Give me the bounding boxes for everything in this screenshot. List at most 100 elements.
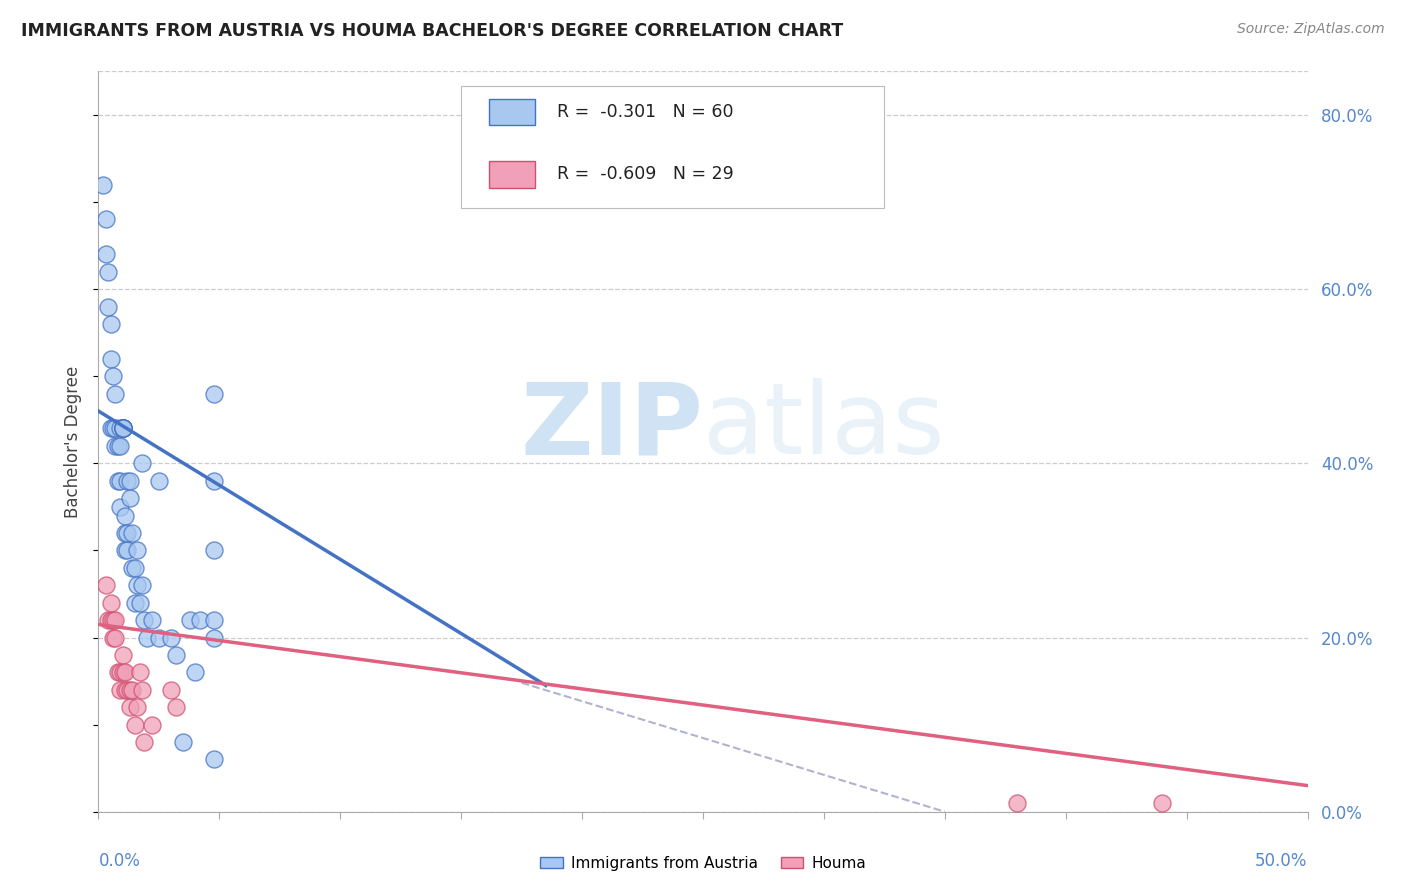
Point — [108, 439, 131, 453]
Point — [100, 613, 122, 627]
Point — [104, 439, 127, 453]
Point — [135, 631, 157, 645]
Point — [94, 578, 117, 592]
Point — [118, 491, 141, 505]
FancyBboxPatch shape — [489, 99, 534, 126]
Point — [204, 631, 226, 645]
Point — [131, 682, 153, 697]
Y-axis label: Bachelor's Degree: Bachelor's Degree — [65, 366, 83, 517]
Point — [127, 700, 149, 714]
Point — [114, 665, 136, 680]
Point — [114, 508, 136, 523]
Point — [160, 682, 183, 697]
Point — [108, 421, 131, 435]
Text: R =  -0.301   N = 60: R = -0.301 N = 60 — [557, 103, 733, 121]
Point — [111, 421, 134, 435]
Point — [124, 717, 146, 731]
Point — [94, 247, 117, 261]
Text: ZIP: ZIP — [520, 378, 703, 475]
Point — [100, 317, 122, 331]
Point — [117, 543, 139, 558]
Point — [104, 386, 127, 401]
Point — [165, 700, 187, 714]
Point — [204, 613, 226, 627]
Point — [91, 178, 114, 192]
Text: R =  -0.609   N = 29: R = -0.609 N = 29 — [557, 165, 734, 183]
FancyBboxPatch shape — [461, 87, 884, 209]
Point — [124, 596, 146, 610]
Point — [1152, 796, 1174, 810]
Point — [100, 421, 122, 435]
Point — [184, 665, 207, 680]
Text: 50.0%: 50.0% — [1256, 853, 1308, 871]
Point — [107, 665, 129, 680]
Point — [141, 717, 163, 731]
Point — [108, 474, 131, 488]
Point — [1007, 796, 1029, 810]
Point — [104, 421, 127, 435]
Point — [160, 631, 183, 645]
FancyBboxPatch shape — [489, 161, 534, 187]
Point — [100, 351, 122, 366]
Legend: Immigrants from Austria, Houma: Immigrants from Austria, Houma — [534, 850, 872, 877]
Point — [114, 526, 136, 541]
Point — [97, 613, 120, 627]
Point — [111, 665, 134, 680]
Point — [117, 682, 139, 697]
Point — [97, 300, 120, 314]
Point — [100, 596, 122, 610]
Point — [117, 526, 139, 541]
Point — [111, 421, 134, 435]
Point — [101, 369, 124, 384]
Point — [127, 578, 149, 592]
Point — [165, 648, 187, 662]
Point — [114, 543, 136, 558]
Point — [134, 735, 156, 749]
Point — [107, 474, 129, 488]
Point — [108, 682, 131, 697]
Point — [118, 682, 141, 697]
Point — [134, 613, 156, 627]
Point — [97, 265, 120, 279]
Point — [104, 613, 127, 627]
Point — [108, 500, 131, 514]
Point — [111, 421, 134, 435]
Point — [172, 735, 194, 749]
Point — [107, 439, 129, 453]
Point — [188, 613, 211, 627]
Point — [94, 212, 117, 227]
Point — [131, 456, 153, 470]
Point — [131, 578, 153, 592]
Point — [111, 648, 134, 662]
Point — [204, 474, 226, 488]
Point — [111, 421, 134, 435]
Point — [204, 543, 226, 558]
Point — [121, 526, 143, 541]
Point — [127, 543, 149, 558]
Point — [128, 596, 150, 610]
Point — [111, 421, 134, 435]
Point — [179, 613, 201, 627]
Point — [118, 474, 141, 488]
Point — [101, 421, 124, 435]
Point — [117, 474, 139, 488]
Point — [104, 631, 127, 645]
Point — [148, 631, 170, 645]
Point — [111, 421, 134, 435]
Point — [118, 700, 141, 714]
Point — [114, 682, 136, 697]
Text: 0.0%: 0.0% — [98, 853, 141, 871]
Point — [111, 421, 134, 435]
Point — [101, 613, 124, 627]
Point — [108, 665, 131, 680]
Text: atlas: atlas — [703, 378, 945, 475]
Text: IMMIGRANTS FROM AUSTRIA VS HOUMA BACHELOR'S DEGREE CORRELATION CHART: IMMIGRANTS FROM AUSTRIA VS HOUMA BACHELO… — [21, 22, 844, 40]
Point — [121, 561, 143, 575]
Point — [148, 474, 170, 488]
Point — [121, 682, 143, 697]
Point — [204, 386, 226, 401]
Point — [124, 561, 146, 575]
Point — [128, 665, 150, 680]
Text: Source: ZipAtlas.com: Source: ZipAtlas.com — [1237, 22, 1385, 37]
Point — [101, 631, 124, 645]
